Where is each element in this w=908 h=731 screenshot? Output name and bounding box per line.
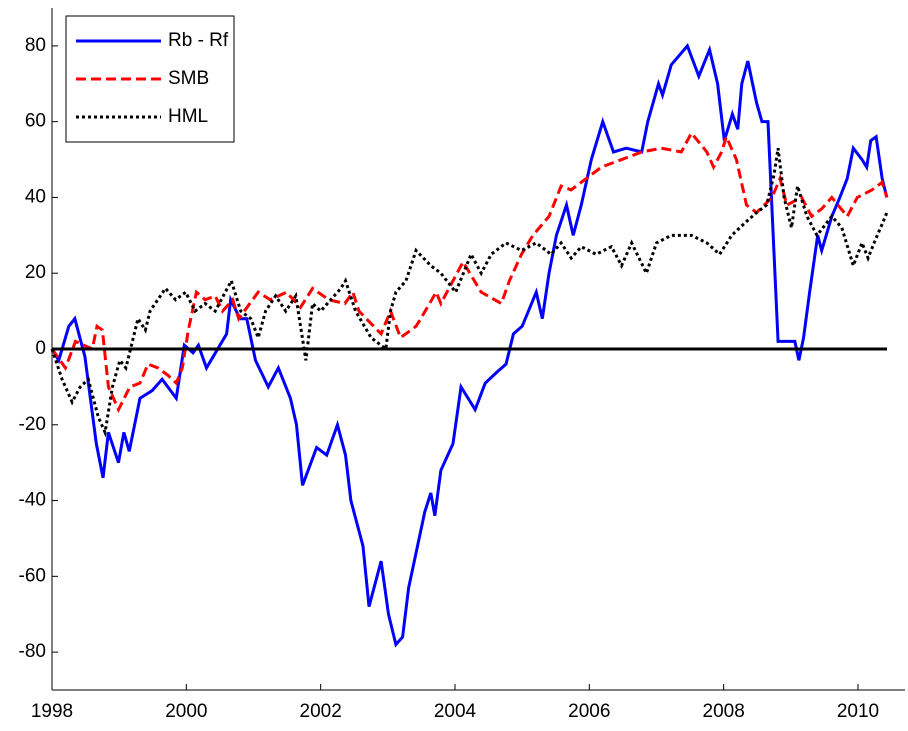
x-tick-label: 2002: [300, 701, 342, 722]
y-tick-label: -20: [19, 414, 46, 435]
y-tick-label: -60: [19, 565, 46, 586]
y-tick-label: 60: [25, 111, 46, 132]
y-tick-label: 0: [35, 338, 46, 359]
y-tick-label: -80: [19, 641, 46, 662]
legend-label: SMB: [168, 68, 209, 89]
legend-label: Rb - Rf: [168, 30, 229, 51]
y-tick-label: 40: [25, 186, 46, 207]
x-tick-label: 2010: [837, 701, 879, 722]
y-tick-label: 20: [25, 262, 46, 283]
x-tick-label: 2008: [703, 701, 745, 722]
x-tick-label: 2004: [434, 701, 477, 722]
y-tick-label: 80: [25, 35, 46, 56]
y-tick-label: -40: [19, 490, 46, 511]
series-line: [50, 130, 889, 414]
x-tick-label: 1998: [31, 701, 73, 722]
legend-label: HML: [168, 106, 208, 127]
x-tick-label: 2006: [568, 701, 610, 722]
x-tick-label: 2000: [165, 701, 207, 722]
